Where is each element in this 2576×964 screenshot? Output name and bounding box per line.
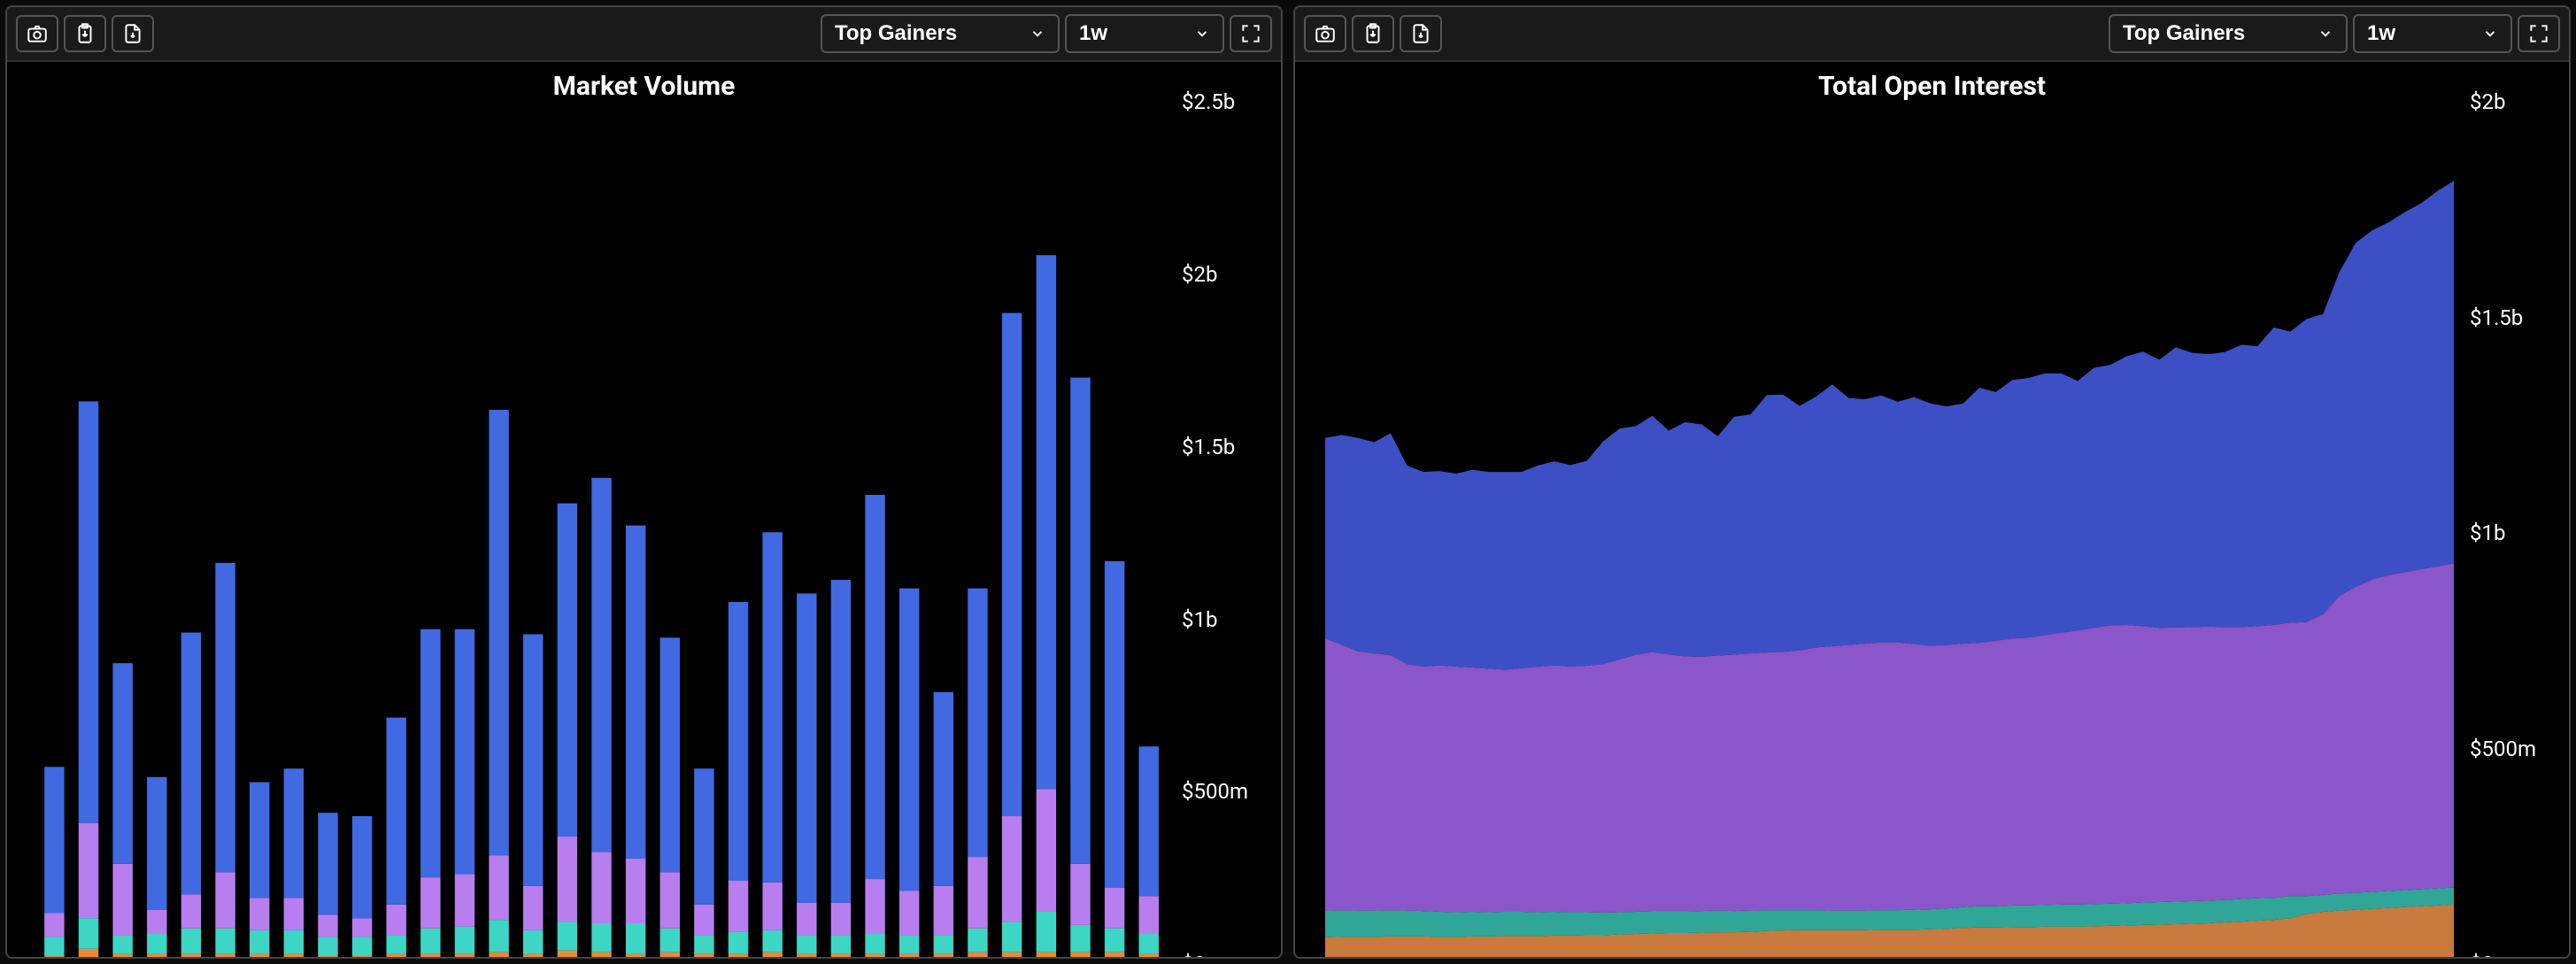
clipboard-in-icon[interactable] [64, 15, 106, 52]
y-tick-label: $500m [2470, 736, 2536, 761]
y-tick-label: $0 [2470, 952, 2494, 959]
bar-chart: $0$500m$1b$1.5b$2b$2.5b [7, 102, 1281, 959]
camera-icon[interactable] [16, 15, 58, 52]
y-tick-label: $1.5b [2470, 305, 2523, 330]
chevron-down-icon [1030, 26, 1045, 42]
range-select[interactable]: 1w [1065, 14, 1224, 53]
y-tick-label: $2b [1182, 262, 1217, 287]
fullscreen-icon[interactable] [1230, 15, 1272, 52]
chevron-down-icon [1194, 26, 1210, 42]
toolbar: Top Gainers 1w [1295, 7, 2569, 62]
y-tick-label: $2.5b [1182, 89, 1235, 114]
y-tick-label: $500m [1182, 779, 1248, 804]
file-download-icon[interactable] [1400, 15, 1442, 52]
chevron-down-icon [2318, 26, 2333, 42]
category-select-label: Top Gainers [2123, 21, 2245, 46]
y-axis-labels: $0$500m$1b$1.5b$2b [2463, 102, 2569, 959]
category-select-label: Top Gainers [835, 21, 957, 46]
range-select-label: 1w [1079, 21, 1107, 46]
chevron-down-icon [2482, 26, 2498, 42]
toolbar: Top Gainers 1w [7, 7, 1281, 62]
y-tick-label: $1.5b [1182, 435, 1235, 459]
market-volume-panel: Top Gainers 1w Market Volume $0 $500m $1b $… [5, 5, 1283, 959]
clipboard-in-icon[interactable] [1352, 15, 1394, 52]
range-select-label: 1w [2367, 21, 2395, 46]
y-tick-label: $2b [2470, 89, 2505, 114]
fullscreen-icon[interactable] [2518, 15, 2560, 52]
open-interest-panel: Top Gainers 1w Total Open Interest $0 $50… [1293, 5, 2571, 959]
chart-area: Total Open Interest $0$500m$1b$1.5b$2b 1… [1295, 62, 2569, 959]
y-tick-label: $1b [1182, 607, 1217, 632]
y-tick-label: $1b [2470, 521, 2505, 545]
file-download-icon[interactable] [112, 15, 154, 52]
chart-title: Market Volume [7, 62, 1281, 102]
chart-area: Market Volume $0$500m$1b$1.5b$2b$2.5b 10… [7, 62, 1281, 959]
chart-title: Total Open Interest [1295, 62, 2569, 102]
category-select[interactable]: Top Gainers [2109, 14, 2348, 53]
y-tick-label: $0 [1182, 952, 1206, 959]
y-axis-labels: $0$500m$1b$1.5b$2b$2.5b [1175, 102, 1281, 959]
camera-icon[interactable] [1304, 15, 1346, 52]
range-select[interactable]: 1w [2353, 14, 2512, 53]
category-select[interactable]: Top Gainers [821, 14, 1060, 53]
area-chart: $0$500m$1b$1.5b$2b [1295, 102, 2569, 959]
